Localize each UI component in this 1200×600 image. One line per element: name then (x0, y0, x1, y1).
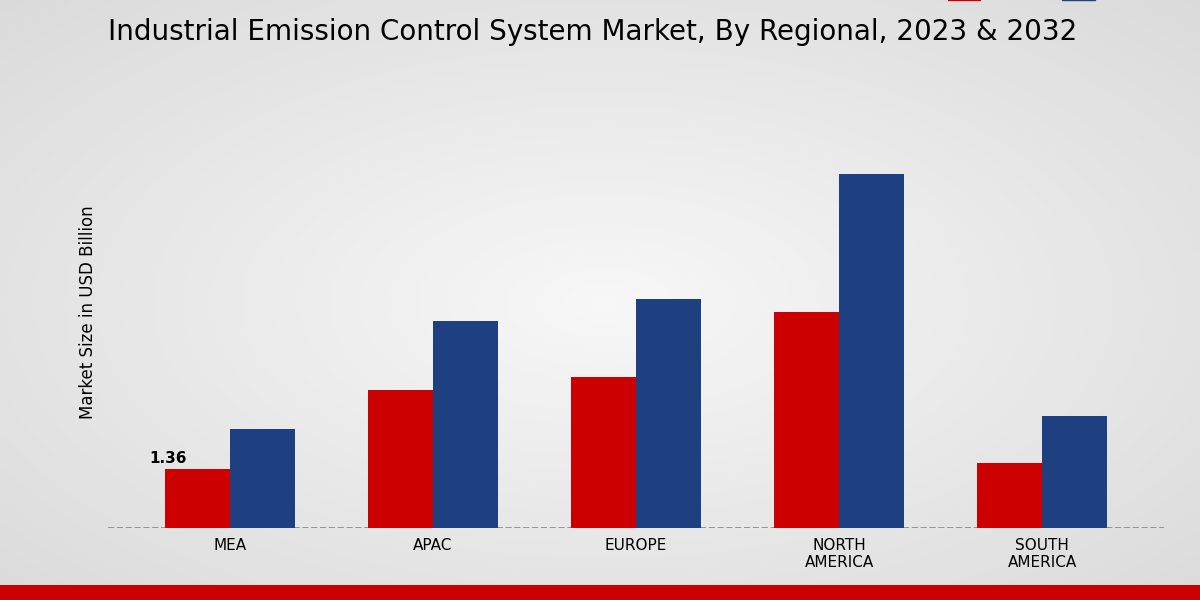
Y-axis label: Market Size in USD Billion: Market Size in USD Billion (79, 205, 97, 419)
Bar (230, 428, 295, 528)
Bar (433, 320, 498, 528)
Bar (977, 463, 1042, 528)
Bar (368, 390, 433, 528)
Text: Industrial Emission Control System Market, By Regional, 2023 & 2032: Industrial Emission Control System Marke… (108, 18, 1078, 46)
Text: 1.36: 1.36 (150, 451, 187, 466)
Legend: 2023, 2032: 2023, 2032 (948, 0, 1154, 2)
Bar (571, 377, 636, 528)
Bar (1042, 416, 1108, 528)
Bar (774, 312, 839, 528)
Bar (164, 469, 230, 528)
Bar (636, 299, 701, 528)
Bar (839, 174, 904, 528)
